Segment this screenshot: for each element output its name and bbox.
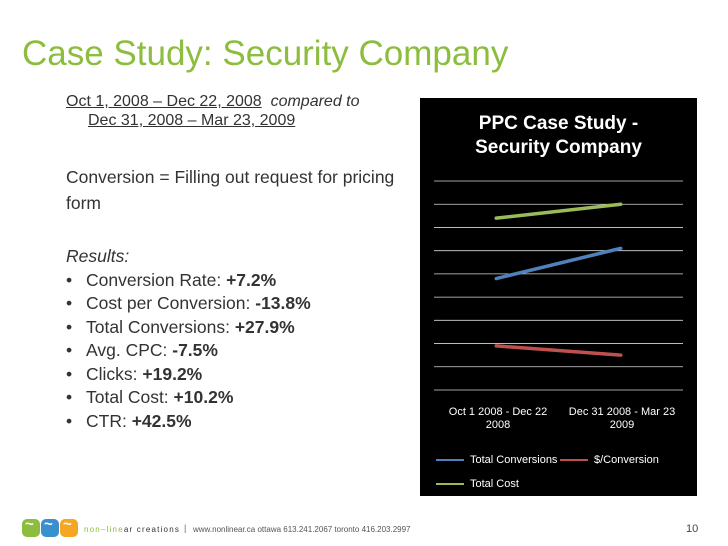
result-item-ctr: • CTR: +42.5% [66,410,406,434]
legend-swatch [436,459,464,461]
results-list: • Conversion Rate: +7.2% • Cost per Conver… [66,269,406,434]
result-item-conversion-rate: • Conversion Rate: +7.2% [66,269,406,293]
bullet-icon: • [66,387,73,407]
x-tick-label-2-line1: Dec 31 2008 - Mar 23 [568,406,676,418]
date-range: Oct 1, 2008 – Dec 22, 2008 compared to D… [66,92,360,130]
chart-title-line1: PPC Case Study - [478,113,639,134]
conversion-definition: Conversion = Filling out request for pri… [66,167,395,213]
result-value: +7.2% [226,269,277,290]
bullet-icon: • [66,316,73,337]
result-label: Cost per Conversion: [86,293,256,313]
legend-swatch [436,483,464,485]
result-label: Avg. CPC: [86,340,173,360]
bullet-icon: • [66,293,73,313]
company-name-part: ar creations [123,525,181,534]
slide-title: Case Study: Security Company [22,34,509,73]
series-line--conversion [494,344,623,357]
result-value: -7.5% [172,340,218,360]
x-tick-label-1-line2: 2008 [485,419,511,431]
result-item-clicks: • Clicks: +19.2% [66,363,406,387]
bullet-icon: • [66,410,73,431]
logo-wave-icon [22,516,40,537]
results-block: Results: • Conversion Rate: +7.2% • Cost p… [66,245,406,433]
result-value: +27.9% [234,316,295,337]
result-item-cost-per-conversion: • Cost per Conversion: -13.8% [66,292,406,316]
footer: non–linear creations | www.nonlinear.ca … [0,512,728,542]
date-range-second: Dec 31, 2008 – Mar 23, 2009 [88,112,296,129]
result-item-total-cost: • Total Cost: +10.2% [66,386,406,410]
results-heading: Results: [66,246,130,266]
chart-title: PPC Case Study - Security Company [420,112,697,160]
legend-cost-per-conversion: $/Conversion [560,454,659,466]
legend-total-conversions: Total Conversions [436,454,557,466]
result-value: -13.8% [255,293,311,313]
bullet-icon: • [66,340,73,360]
bullet-icon: • [66,269,73,290]
result-label: Total Cost: [86,387,174,407]
chart-title-line2: Security Company [475,137,642,158]
result-label: Total Conversions: [86,316,235,337]
logo-wave-icon [60,516,78,537]
result-label: CTR: [86,410,132,431]
legend-label: $/Conversion [594,454,659,466]
footer-separator: | [184,523,187,533]
series-line-total-conversions [494,246,623,281]
result-value: +19.2% [142,363,203,384]
result-value: +42.5% [131,410,192,431]
legend-swatch [560,459,588,461]
chart-plot [434,180,683,391]
x-tick-label-1: Oct 1 2008 - Dec 22 2008 [438,406,558,432]
series-line-total-cost [494,202,623,220]
page-number: 10 [686,523,699,535]
date-range-first: Oct 1, 2008 – Dec 22, 2008 [66,93,262,110]
result-label: Clicks: [86,363,143,384]
logo-wave-icon [41,516,59,537]
result-item-avg-cpc: • Avg. CPC: -7.5% [66,339,406,363]
result-item-total-conversions: • Total Conversions: +27.9% [66,316,406,340]
legend-label: Total Cost [470,478,519,490]
x-tick-label-1-line1: Oct 1 2008 - Dec 22 [448,406,548,418]
company-name: non–linear creations [84,525,180,534]
ppc-chart: PPC Case Study - Security Company Oct 1 … [420,98,697,496]
footer-contact: www.nonlinear.ca ottawa 613.241.2067 tor… [193,525,411,534]
legend-label: Total Conversions [470,454,558,466]
company-logo [22,516,78,537]
company-name-part: non–line [84,525,124,534]
x-tick-label-2-line2: 2009 [609,419,635,431]
compared-to-label: compared to [270,93,360,110]
legend-total-cost: Total Cost [436,478,519,490]
bullet-icon: • [66,363,73,384]
result-value: +10.2% [173,387,234,407]
x-tick-label-2: Dec 31 2008 - Mar 23 2009 [561,406,683,432]
result-label: Conversion Rate: [86,269,227,290]
